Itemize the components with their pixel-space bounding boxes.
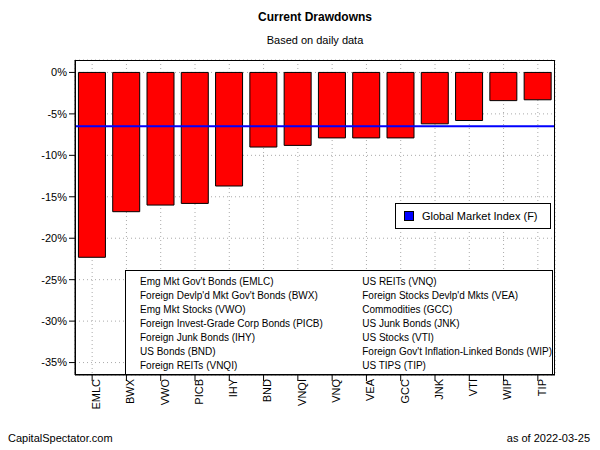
html-text:Foreign Devlp'd Mkt Gov't Bond: Foreign Devlp'd Mkt Gov't Bonds (BWX) (140, 290, 318, 301)
svg-text:BWX: BWX (124, 378, 136, 404)
html-text:US REITs (VNQ): US REITs (VNQ) (362, 276, 437, 287)
html-text:US Stocks (VTI): US Stocks (VTI) (362, 332, 434, 343)
svg-text:VEA: VEA (364, 378, 376, 401)
svg-text:VNQI: VNQI (296, 379, 308, 406)
html-text:Emg Mkt Stocks (VWO): Emg Mkt Stocks (VWO) (140, 304, 246, 315)
svg-text:BND: BND (261, 379, 273, 402)
svg-text:-20%: -20% (41, 232, 67, 244)
svg-text:GCC: GCC (399, 379, 411, 404)
svg-text:VTI: VTI (467, 379, 479, 396)
html-text:Foreign Gov't Inflation-Linked: Foreign Gov't Inflation-Linked Bonds (WI… (362, 346, 552, 357)
html-text:Global Market Index (F): Global Market Index (F) (422, 210, 538, 222)
html-text:Foreign Junk Bonds (IHY): Foreign Junk Bonds (IHY) (140, 332, 256, 343)
html-text:as of 2022-03-25: as of 2022-03-25 (506, 432, 590, 444)
svg-text:-35%: -35% (41, 356, 67, 368)
html-text:US TIPS (TIP): US TIPS (TIP) (362, 360, 426, 371)
svg-text:0%: 0% (51, 66, 67, 78)
html-text:US Bonds (BND): US Bonds (BND) (140, 346, 216, 357)
html-text:Foreign REITs (VNQI): Foreign REITs (VNQI) (140, 360, 238, 371)
html-text:Emg Mkt Gov't Bonds (EMLC): Emg Mkt Gov't Bonds (EMLC) (140, 276, 274, 287)
html-text:CapitalSpectator.com: CapitalSpectator.com (8, 432, 113, 444)
html-text:Current Drawdowns: Current Drawdowns (258, 10, 372, 24)
svg-text:IHY: IHY (227, 378, 239, 397)
html-text:Commodities (GCC): Commodities (GCC) (362, 304, 453, 315)
html-text:Foreign Invest-Grade Corp Bond: Foreign Invest-Grade Corp Bonds (PICB) (140, 318, 323, 329)
html-text:Foreign Stocks Devlp'd Mkts (V: Foreign Stocks Devlp'd Mkts (VEA) (362, 290, 519, 301)
svg-text:VNQ: VNQ (330, 379, 342, 403)
html-text:Based on daily data: Based on daily data (266, 34, 364, 46)
svg-text:-30%: -30% (41, 315, 67, 327)
svg-text:TIP: TIP (536, 379, 548, 396)
svg-text:JNK: JNK (433, 378, 445, 399)
svg-text:WIP: WIP (501, 379, 513, 400)
svg-text:VWO: VWO (159, 379, 171, 406)
svg-text:PICB: PICB (193, 379, 205, 405)
html-text:US Junk Bonds (JNK): US Junk Bonds (JNK) (362, 318, 460, 329)
svg-text:-10%: -10% (41, 149, 67, 161)
svg-text:-25%: -25% (41, 274, 67, 286)
svg-text:EMLC: EMLC (90, 379, 102, 410)
svg-text:-15%: -15% (41, 191, 67, 203)
svg-text:-5%: -5% (47, 108, 67, 120)
